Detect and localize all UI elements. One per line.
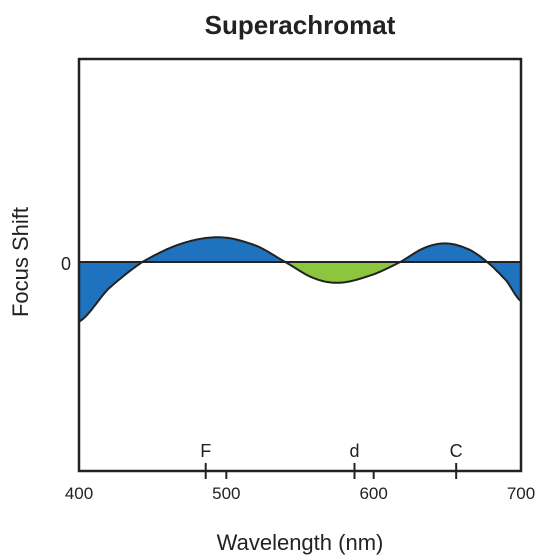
- x-axis-label: Wavelength (nm): [217, 530, 384, 555]
- plot-frame: [77, 57, 523, 473]
- spectral-line-label: d: [350, 441, 360, 461]
- x-tick-label: 700: [507, 484, 535, 503]
- x-tick-label: 600: [359, 484, 387, 503]
- area-fill: [79, 262, 143, 322]
- x-tick-label: 500: [212, 484, 240, 503]
- spectral-line-label: C: [450, 441, 463, 461]
- spectral-line-label: F: [200, 441, 211, 461]
- x-ticks: 400 500 600 700: [65, 471, 535, 503]
- x-tick-label: 400: [65, 484, 93, 503]
- area-fills: [79, 237, 521, 322]
- y-axis-label: Focus Shift: [8, 207, 33, 317]
- area-fill: [487, 262, 521, 302]
- y-tick-label-0: 0: [61, 254, 71, 274]
- series-line: [78, 236, 522, 323]
- chart-title: Superachromat: [205, 10, 396, 40]
